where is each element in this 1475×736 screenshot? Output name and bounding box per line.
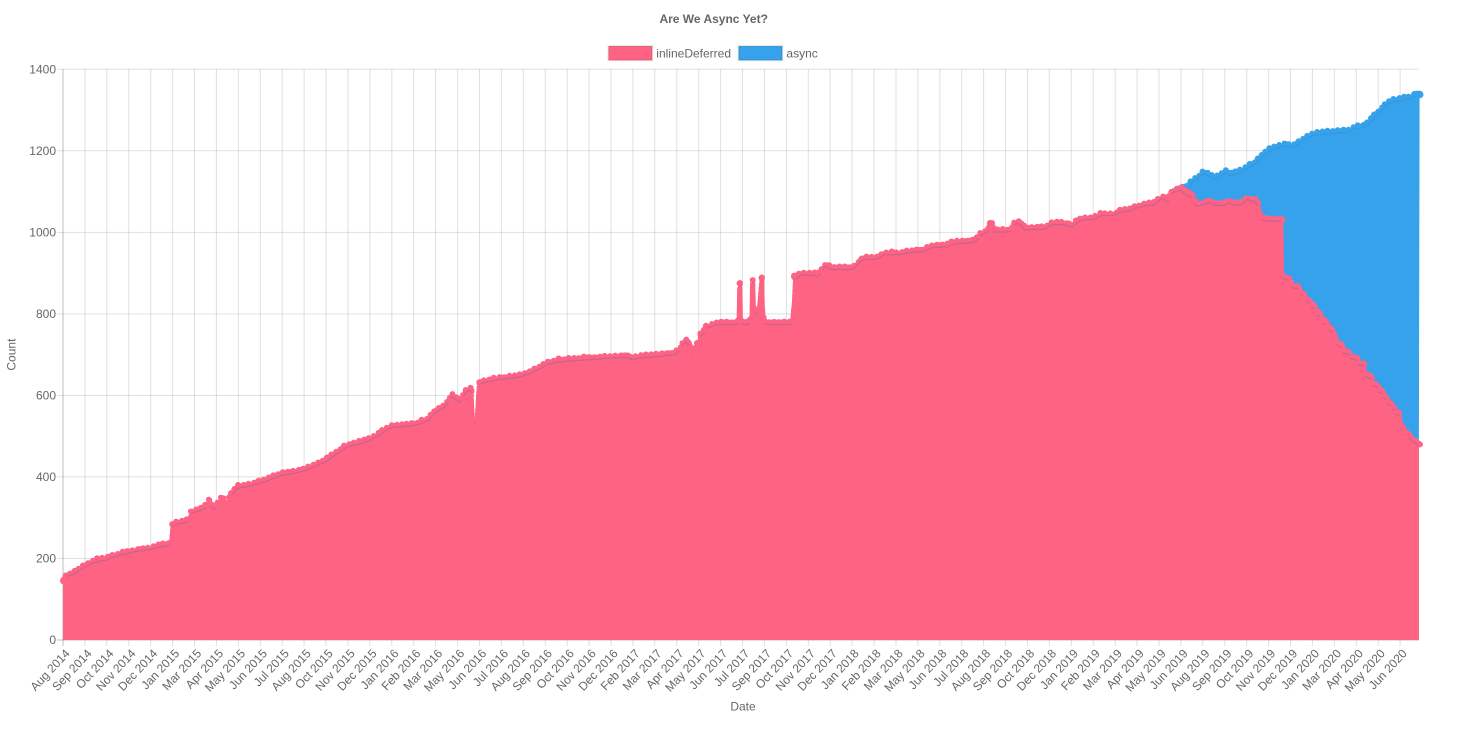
svg-text:Are We Async Yet?: Are We Async Yet? (659, 12, 768, 26)
svg-text:Count: Count (5, 338, 19, 371)
svg-text:1000: 1000 (29, 226, 56, 240)
svg-text:1200: 1200 (29, 144, 56, 158)
svg-text:800: 800 (36, 307, 56, 321)
svg-text:600: 600 (36, 389, 56, 403)
svg-text:Date: Date (730, 699, 756, 713)
svg-text:1400: 1400 (29, 63, 56, 77)
svg-text:400: 400 (36, 470, 56, 484)
svg-text:inlineDeferred: inlineDeferred (656, 47, 731, 61)
svg-text:200: 200 (36, 552, 56, 566)
svg-text:async: async (786, 47, 817, 61)
svg-text:0: 0 (49, 633, 56, 647)
